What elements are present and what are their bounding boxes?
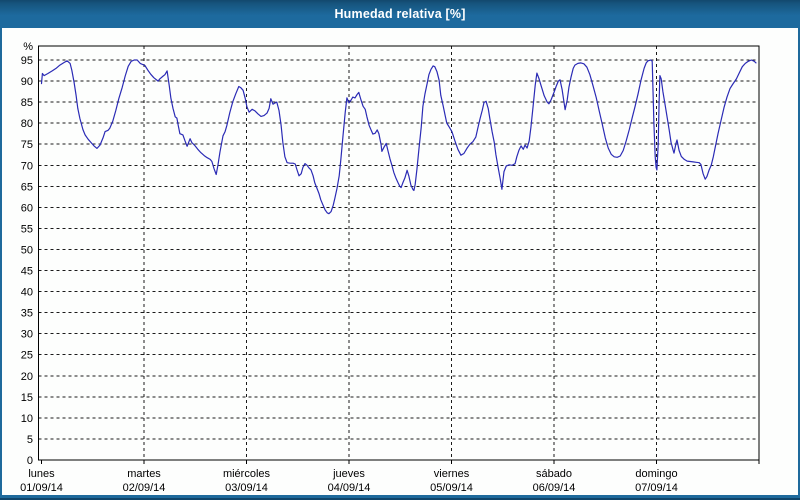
page-title: Humedad relativa [%]	[334, 7, 466, 21]
y-axis-unit-label: %	[23, 41, 33, 53]
svg-text:miércoles: miércoles	[223, 468, 271, 480]
svg-text:02/09/14: 02/09/14	[123, 482, 166, 494]
window-bottom-edge	[0, 498, 800, 500]
svg-text:martes: martes	[127, 468, 161, 480]
svg-text:35: 35	[21, 308, 33, 320]
axis-ticks	[41, 460, 760, 464]
svg-text:90: 90	[21, 76, 33, 88]
svg-text:20: 20	[21, 371, 33, 383]
svg-text:domingo: domingo	[635, 468, 677, 480]
svg-text:45: 45	[21, 266, 33, 278]
svg-text:04/09/14: 04/09/14	[328, 482, 371, 494]
svg-text:0: 0	[27, 455, 33, 467]
window-title-bar: Humedad relativa [%]	[0, 0, 800, 28]
svg-text:06/09/14: 06/09/14	[533, 482, 576, 494]
svg-text:95: 95	[21, 55, 33, 67]
svg-text:40: 40	[21, 287, 33, 299]
svg-text:75: 75	[21, 139, 33, 151]
svg-text:55: 55	[21, 223, 33, 235]
x-axis-labels: lunes 01/09/14 martes 02/09/14 miércoles 03/0…	[20, 468, 678, 494]
svg-text:jueves: jueves	[332, 468, 365, 480]
humidity-line	[40, 59, 757, 215]
svg-text:60: 60	[21, 202, 33, 214]
svg-text:65: 65	[21, 181, 33, 193]
svg-text:07/09/14: 07/09/14	[635, 482, 678, 494]
svg-text:50: 50	[21, 244, 33, 256]
svg-text:03/09/14: 03/09/14	[225, 482, 268, 494]
svg-text:10: 10	[21, 413, 33, 425]
y-axis-labels: 0 5 10 15 20 25 30 35 40 45 50 55 60 65 70 75 80 85 90 95	[21, 55, 33, 467]
svg-text:85: 85	[21, 97, 33, 109]
svg-text:15: 15	[21, 392, 33, 404]
svg-text:70: 70	[21, 160, 33, 172]
plot-border	[38, 45, 760, 461]
svg-text:80: 80	[21, 118, 33, 130]
svg-text:5: 5	[27, 434, 33, 446]
svg-text:01/09/14: 01/09/14	[20, 482, 63, 494]
svg-text:%: %	[23, 41, 33, 53]
svg-text:viernes: viernes	[434, 468, 470, 480]
svg-text:25: 25	[21, 350, 33, 362]
svg-text:30: 30	[21, 329, 33, 341]
svg-text:sábado: sábado	[536, 468, 572, 480]
svg-text:05/09/14: 05/09/14	[430, 482, 473, 494]
svg-text:lunes: lunes	[28, 468, 55, 480]
grid-lines	[38, 46, 759, 460]
